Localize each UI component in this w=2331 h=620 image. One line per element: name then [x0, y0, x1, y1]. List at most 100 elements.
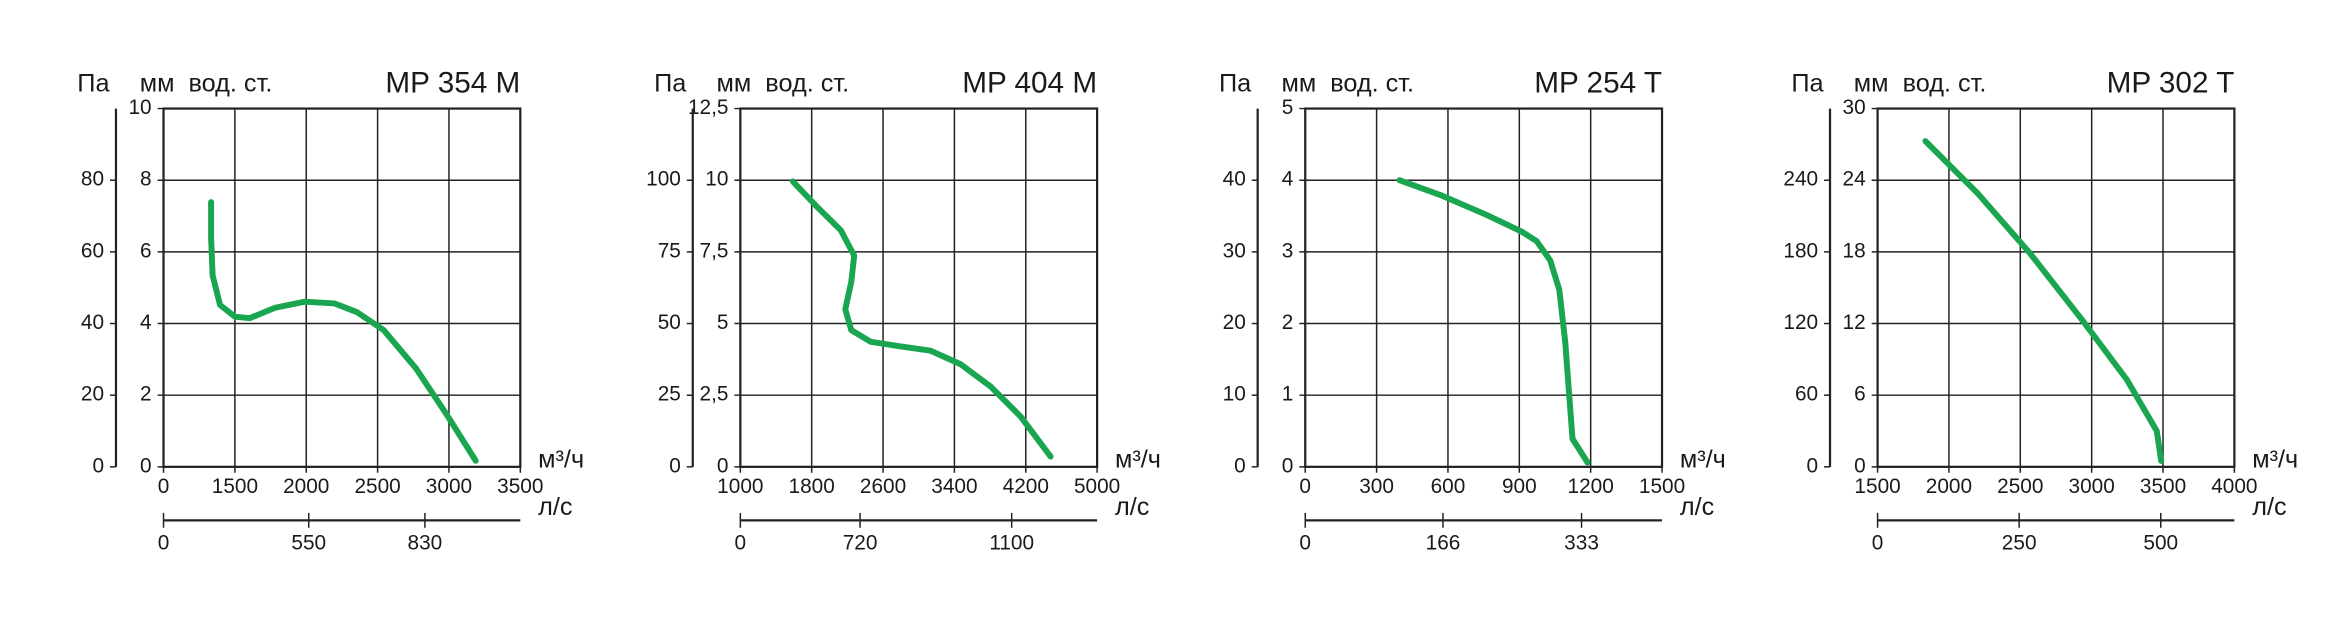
x-tick-label: 1500	[212, 475, 258, 498]
y-tick-label: 240	[1783, 168, 1818, 191]
y-tick-label: 10	[1223, 383, 1246, 406]
chart-title: MP 404 M	[962, 67, 1097, 100]
x-tick-label: 1200	[1568, 475, 1614, 498]
x-tick-label: 2000	[283, 475, 329, 498]
y2-tick-label: 30	[1843, 96, 1866, 119]
y-tick-label: 120	[1783, 311, 1818, 334]
y2-tick-label: 5	[1282, 96, 1294, 119]
x-axis-label: м³/ч	[538, 446, 584, 474]
x-tick-label: 0	[1299, 475, 1311, 498]
x-tick-label: 1500	[1639, 475, 1685, 498]
y2-tick-label: 12	[1843, 311, 1866, 334]
y-tick-label: 40	[1223, 168, 1246, 191]
y-tick-label: 20	[1223, 311, 1246, 334]
y2-tick-label: 0	[717, 454, 729, 477]
y2-tick-label: 2	[140, 383, 152, 406]
x-tick-label: 3400	[931, 475, 977, 498]
x2-tick-label: 0	[1299, 532, 1311, 555]
y2-tick-label: 8	[140, 168, 152, 191]
y2-tick-label: 10	[128, 96, 151, 119]
x2-axis-label: л/с	[1680, 493, 1714, 521]
x-tick-label: 0	[158, 475, 170, 498]
y2-tick-label: 18	[1843, 239, 1866, 262]
x2-tick-label: 0	[1872, 532, 1884, 555]
y-tick-label: 30	[1223, 239, 1246, 262]
performance-curve	[789, 178, 1054, 460]
x-tick-label: 3500	[2140, 475, 2186, 498]
y2-tick-label: 6	[140, 239, 152, 262]
x-tick-label: 600	[1431, 475, 1466, 498]
x-tick-label: 3000	[2069, 475, 2115, 498]
y2-tick-label: 24	[1843, 168, 1866, 191]
y-tick-label: 25	[658, 383, 681, 406]
x2-axis-label: л/с	[538, 493, 572, 521]
x-tick-label: 2500	[1997, 475, 2043, 498]
y-tick-label: 0	[1807, 454, 1819, 477]
y2-tick-label: 4	[140, 311, 152, 334]
y-tick-label: 0	[1234, 454, 1246, 477]
y-tick-label: 80	[81, 168, 104, 191]
y-axis-label: Па	[1219, 69, 1252, 97]
plot-border	[162, 107, 522, 468]
x-tick-label: 900	[1502, 475, 1537, 498]
x-tick-label: 5000	[1074, 475, 1120, 498]
x2-tick-label: 1100	[989, 532, 1034, 555]
y2-tick-label: 0	[140, 454, 152, 477]
x2-tick-label: 720	[843, 532, 878, 555]
performance-curve	[1922, 138, 2165, 464]
plot-border	[1876, 107, 2236, 468]
x2-tick-label: 0	[158, 532, 170, 555]
x-tick-label: 3000	[426, 475, 472, 498]
x-tick-label: 1800	[789, 475, 835, 498]
y-tick-label: 0	[669, 454, 681, 477]
y-tick-label: 20	[81, 383, 104, 406]
performance-curve	[1396, 177, 1591, 466]
y-axis-label: Па	[1791, 69, 1824, 97]
x2-tick-label: 830	[408, 532, 443, 555]
x2-axis-label: л/с	[1115, 493, 1149, 521]
y2-tick-label: 5	[717, 311, 729, 334]
y2-tick-label: 12,5	[688, 96, 728, 119]
performance-curve	[208, 199, 479, 464]
x2-tick-label: 550	[291, 532, 326, 555]
y-tick-label: 100	[646, 168, 681, 191]
x-axis-label: м³/ч	[2252, 446, 2298, 474]
chart-title: MP 254 T	[1534, 67, 1662, 100]
y2-tick-label: 10	[705, 168, 728, 191]
y2-tick-label: 6	[1854, 383, 1866, 406]
plot-border	[1304, 107, 1664, 468]
y-tick-label: 50	[658, 311, 681, 334]
y2-axis-label: мм вод. ст.	[140, 69, 273, 97]
y2-tick-label: 0	[1854, 454, 1866, 477]
y-tick-label: 40	[81, 311, 104, 334]
y-tick-label: 60	[1795, 383, 1818, 406]
y2-tick-label: 2	[1282, 311, 1294, 334]
x-tick-label: 4000	[2211, 475, 2257, 498]
x2-tick-label: 333	[1564, 532, 1599, 555]
chart-title: MP 354 M	[385, 67, 520, 100]
y2-tick-label: 4	[1282, 168, 1294, 191]
x2-axis-label: л/с	[2252, 493, 2286, 521]
x-axis-label: м³/ч	[1680, 446, 1726, 474]
x2-tick-label: 0	[735, 532, 747, 555]
y2-axis-label: мм вод. ст.	[1281, 69, 1414, 97]
x-tick-label: 2000	[1926, 475, 1972, 498]
y-tick-label: 180	[1783, 239, 1818, 262]
chart-title: MP 302 T	[2107, 67, 2235, 100]
x-tick-label: 1000	[717, 475, 763, 498]
y2-tick-label: 1	[1282, 383, 1294, 406]
y-axis-label: Па	[654, 69, 687, 97]
x-tick-label: 2600	[860, 475, 906, 498]
x-tick-label: 4200	[1003, 475, 1049, 498]
x-tick-label: 1500	[1854, 475, 1900, 498]
y2-tick-label: 3	[1282, 239, 1294, 262]
x2-tick-label: 250	[2002, 532, 2037, 555]
y2-axis-label: мм вод. ст.	[1854, 69, 1987, 97]
plot-border	[739, 107, 1099, 468]
x-tick-label: 300	[1359, 475, 1394, 498]
x2-tick-label: 500	[2143, 532, 2178, 555]
y-axis-label: Па	[77, 69, 110, 97]
x-tick-label: 2500	[354, 475, 400, 498]
